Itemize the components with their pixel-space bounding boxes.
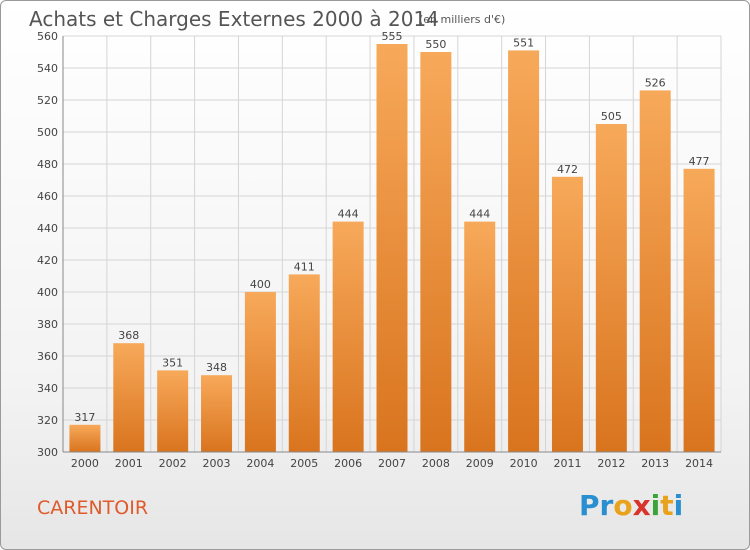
x-tick-label: 2009	[466, 457, 494, 470]
data-label: 477	[689, 155, 710, 168]
bar-2005	[288, 274, 320, 452]
y-tick-label: 560	[37, 30, 58, 43]
x-tick-label: 2013	[641, 457, 669, 470]
x-tick-label: 2004	[246, 457, 274, 470]
proxiti-logo: Proxiti	[579, 489, 683, 522]
bar-2004	[244, 292, 276, 452]
data-label: 526	[645, 76, 666, 89]
logo-part: Pr	[579, 489, 614, 522]
y-tick-label: 320	[37, 414, 58, 427]
data-label: 550	[425, 38, 446, 51]
data-label: 505	[601, 110, 622, 123]
x-tick-label: 2008	[422, 457, 450, 470]
bar-2001	[113, 343, 145, 452]
data-label: 555	[382, 30, 403, 43]
data-label: 444	[338, 208, 359, 221]
bar-2007	[376, 44, 408, 452]
x-tick-label: 2010	[510, 457, 538, 470]
x-tick-label: 2014	[685, 457, 713, 470]
x-tick-label: 2003	[203, 457, 231, 470]
bar-2000	[69, 424, 101, 452]
x-tick-label: 2002	[159, 457, 187, 470]
x-tick-label: 2011	[553, 457, 581, 470]
bars	[69, 44, 715, 453]
y-tick-label: 400	[37, 286, 58, 299]
data-label: 317	[74, 411, 95, 424]
data-label: 551	[513, 36, 534, 49]
chart-subtitle: (en milliers d'€)	[419, 13, 506, 26]
bar-2014	[683, 168, 715, 453]
y-tick-label: 480	[37, 158, 58, 171]
y-tick-label: 300	[37, 446, 58, 459]
commune-name: CARENTOIR	[37, 497, 149, 519]
data-label: 348	[206, 361, 227, 374]
bar-2013	[639, 90, 671, 453]
bar-2006	[332, 221, 364, 452]
y-tick-label: 420	[37, 254, 58, 267]
x-tick-label: 2006	[334, 457, 362, 470]
data-label: 400	[250, 278, 271, 291]
bar-2012	[595, 124, 627, 452]
y-tick-label: 540	[37, 62, 58, 75]
logo-part: x	[632, 489, 651, 522]
bar-2011	[551, 176, 583, 453]
y-tick-label: 340	[37, 382, 58, 395]
x-tick-label: 2005	[290, 457, 318, 470]
x-tick-label: 2007	[378, 457, 406, 470]
y-tick-label: 460	[37, 190, 58, 203]
y-tick-label: 500	[37, 126, 58, 139]
data-label: 444	[469, 208, 490, 221]
logo-part: i	[673, 489, 684, 522]
data-label: 351	[162, 356, 183, 369]
bar-2008	[420, 52, 452, 452]
bar-2003	[201, 375, 233, 452]
y-tick-label: 440	[37, 222, 58, 235]
x-tick-label: 2001	[115, 457, 143, 470]
logo-part: i	[650, 489, 661, 522]
axes: 300 320 340 360 380 400 420 440 460 480 500 520 540 5…	[37, 30, 721, 470]
y-tick-label: 520	[37, 94, 58, 107]
data-label: 472	[557, 163, 578, 176]
data-label: 411	[294, 260, 315, 273]
bar-2010	[508, 50, 540, 453]
y-tick-label: 360	[37, 350, 58, 363]
bar-2009	[464, 221, 496, 452]
chart-title: Achats et Charges Externes 2000 à 2014	[29, 7, 439, 31]
data-labels: 317 368 351 348 400 411 444 555 550 444 551 472 505 5…	[74, 30, 709, 424]
bar-2002	[157, 370, 189, 452]
x-tick-label: 2012	[597, 457, 625, 470]
logo-part: t	[660, 489, 674, 522]
y-tick-label: 380	[37, 318, 58, 331]
data-label: 368	[118, 329, 139, 342]
logo-part: o	[613, 489, 633, 522]
x-tick-label: 2000	[71, 457, 99, 470]
